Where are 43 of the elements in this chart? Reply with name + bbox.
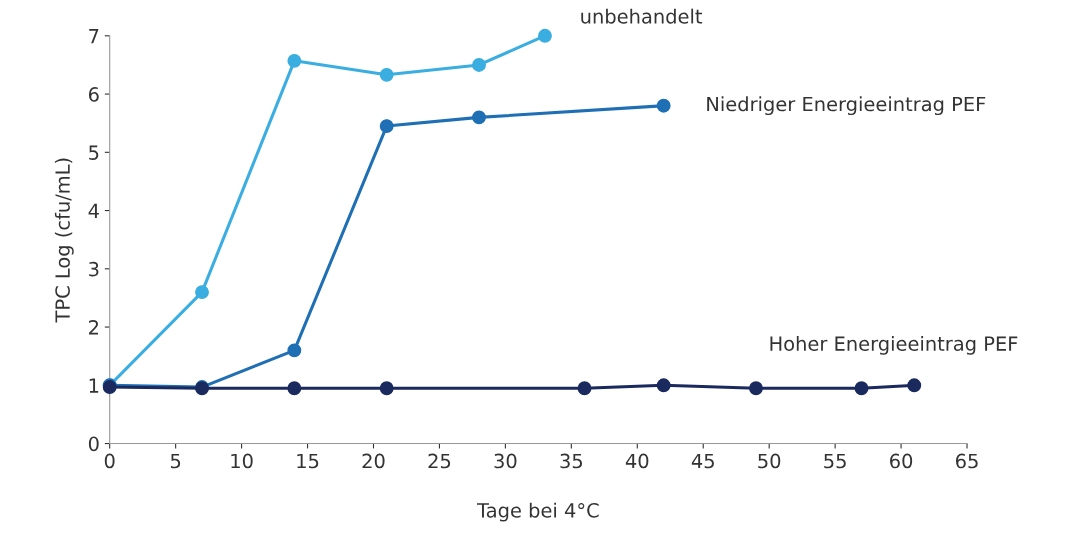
x-tick-label: 45 (691, 453, 714, 469)
x-tick-label: 40 (625, 453, 649, 469)
y-axis-title: TPC Log (cfu/mL) (54, 158, 74, 323)
y-tick-label: 4 (88, 203, 99, 218)
x-tick-label: 15 (297, 453, 319, 469)
point (472, 110, 486, 125)
x-tick-label: 0 (104, 453, 115, 469)
point (854, 381, 869, 396)
point (577, 381, 592, 396)
x-tick-label: 5 (170, 453, 181, 469)
x-axis-title: Tage bei 4°C (476, 502, 599, 522)
point (195, 285, 209, 300)
y-tick-label: 0 (88, 436, 99, 452)
point (907, 378, 922, 393)
point (379, 381, 394, 396)
point (287, 343, 302, 358)
x-tick-label: 50 (758, 453, 781, 469)
point (538, 28, 552, 43)
x-tick-label: 20 (362, 453, 385, 469)
x-tick-label: 65 (956, 453, 978, 469)
x-tick-label: 30 (494, 453, 517, 469)
x-tick-label: 25 (428, 453, 451, 469)
x-tick-label: 55 (824, 453, 846, 469)
y-tick-label: 2 (89, 320, 99, 335)
series-label: Niedriger Energieeintrag PEF (707, 96, 986, 116)
y-tick-label: 3 (89, 261, 99, 277)
point (472, 57, 486, 72)
y-tick-label: 6 (88, 87, 99, 102)
point (287, 381, 302, 396)
x-tick-label: 35 (560, 453, 582, 469)
series-label: Hoher Energieeintrag PEF (770, 335, 1018, 355)
point (287, 53, 302, 68)
point (379, 67, 394, 82)
point (656, 378, 671, 393)
x-tick-label: 10 (231, 453, 253, 469)
point (749, 381, 763, 396)
y-tick-label: 7 (89, 29, 99, 44)
x-tick-label: 60 (890, 453, 913, 469)
series-label: unbehandelt (581, 8, 703, 24)
point (379, 119, 394, 134)
y-tick-label: 1 (89, 378, 99, 393)
y-tick-label: 5 (89, 145, 99, 160)
point (656, 98, 671, 113)
